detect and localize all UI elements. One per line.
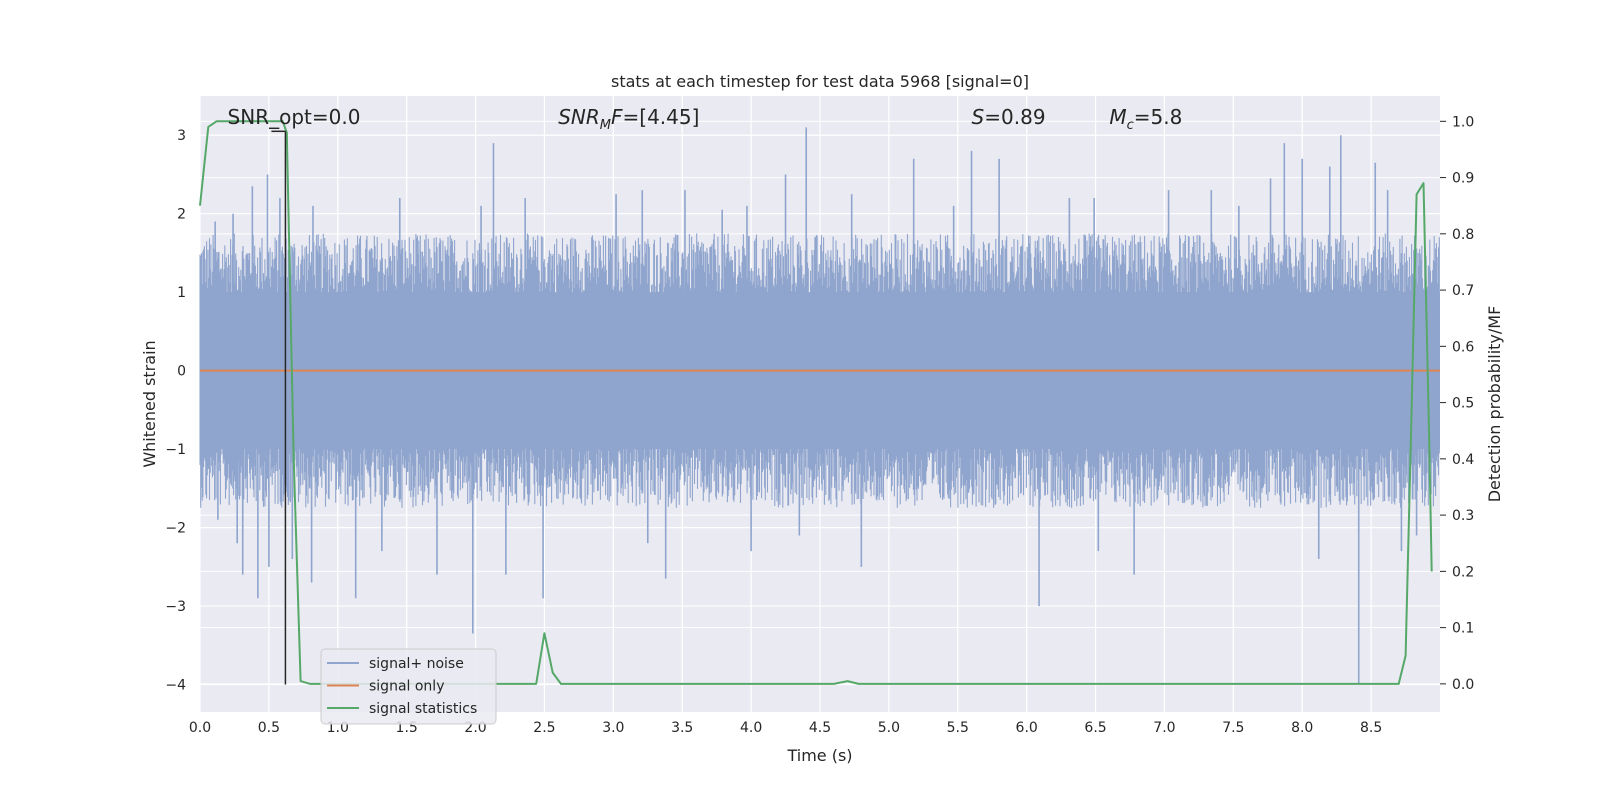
legend-entry: signal only	[369, 679, 444, 695]
series-line-signal-statistics	[199, 120, 1433, 685]
x-tick-label: 8.5	[1360, 720, 1382, 736]
x-tick-label: 6.0	[1016, 720, 1038, 736]
line-series	[199, 120, 1440, 685]
x-tick-label: 0.5	[258, 720, 280, 736]
y-left-tick-label: 0	[177, 364, 186, 380]
x-tick-label: 7.0	[1153, 720, 1175, 736]
x-tick-label: 8.0	[1291, 720, 1313, 736]
y-left-axis-label: Whitened strain	[140, 340, 159, 467]
legend-entry: signal statistics	[369, 701, 477, 717]
y-left-tick-label: 1	[177, 285, 186, 301]
y-left-tick-label: −1	[165, 442, 186, 458]
legend: signal+ noise signal only signal statistic…	[320, 648, 497, 725]
y-right-axis-ticks: 1.0 0.9 0.8 0.7 0.6 0.5 0.4 0.3 0.2 0.1 0.0	[1440, 114, 1474, 693]
y-left-tick-label: 2	[177, 207, 186, 223]
x-axis-ticks: 0.0 0.5 1.0 1.5 2.0 2.5 3.0 3.5 4.0 4.5 5.0 5.5 6.0 6…	[189, 720, 1382, 736]
y-left-tick-label: −4	[165, 678, 186, 694]
y-right-axis-label: Detection probability/MF	[1485, 306, 1504, 503]
y-left-tick-label: 3	[177, 128, 186, 144]
x-tick-label: 6.5	[1084, 720, 1106, 736]
x-tick-label: 5.0	[878, 720, 900, 736]
stat-annotation: S=0.89	[972, 105, 1046, 129]
y-right-tick-label: 1.0	[1452, 114, 1474, 130]
y-right-tick-label: 0.9	[1452, 171, 1474, 187]
y-right-tick-label: 0.7	[1452, 283, 1474, 299]
stat-annotation: SNRMF=[4.45]	[558, 105, 699, 133]
y-right-tick-label: 0.4	[1452, 452, 1474, 468]
legend-entry: signal+ noise	[369, 656, 464, 672]
y-right-tick-label: 0.2	[1452, 564, 1474, 580]
x-axis-label: Time (s)	[786, 746, 852, 765]
y-left-tick-label: −3	[165, 599, 186, 615]
x-tick-label: 0.0	[189, 720, 211, 736]
y-left-axis-ticks: 3 2 1 0 −1 −2 −3 −4	[165, 128, 186, 693]
legend-box	[320, 648, 497, 725]
y-right-tick-label: 0.5	[1452, 396, 1474, 412]
annotations: SNR_opt=0.0 SNRMF=[4.45] S=0.89 Mc=5.8	[228, 105, 1183, 133]
y-right-tick-label: 0.8	[1452, 227, 1474, 243]
stat-annotation: SNR_opt=0.0	[228, 105, 361, 129]
y-right-tick-label: 0.1	[1452, 621, 1474, 637]
chart-title: stats at each timestep for test data 596…	[611, 72, 1029, 91]
y-left-tick-label: −2	[165, 521, 186, 537]
x-tick-label: 4.0	[740, 720, 762, 736]
x-tick-label: 7.5	[1222, 720, 1244, 736]
y-right-tick-label: 0.6	[1452, 339, 1474, 355]
stat-annotation: Mc=5.8	[1109, 105, 1182, 133]
x-tick-label: 2.5	[533, 720, 555, 736]
y-right-tick-label: 0.0	[1452, 677, 1474, 693]
y-right-tick-label: 0.3	[1452, 508, 1474, 524]
x-tick-label: 3.0	[602, 720, 624, 736]
x-tick-label: 4.5	[809, 720, 831, 736]
x-tick-label: 5.5	[947, 720, 969, 736]
x-tick-label: 3.5	[671, 720, 693, 736]
